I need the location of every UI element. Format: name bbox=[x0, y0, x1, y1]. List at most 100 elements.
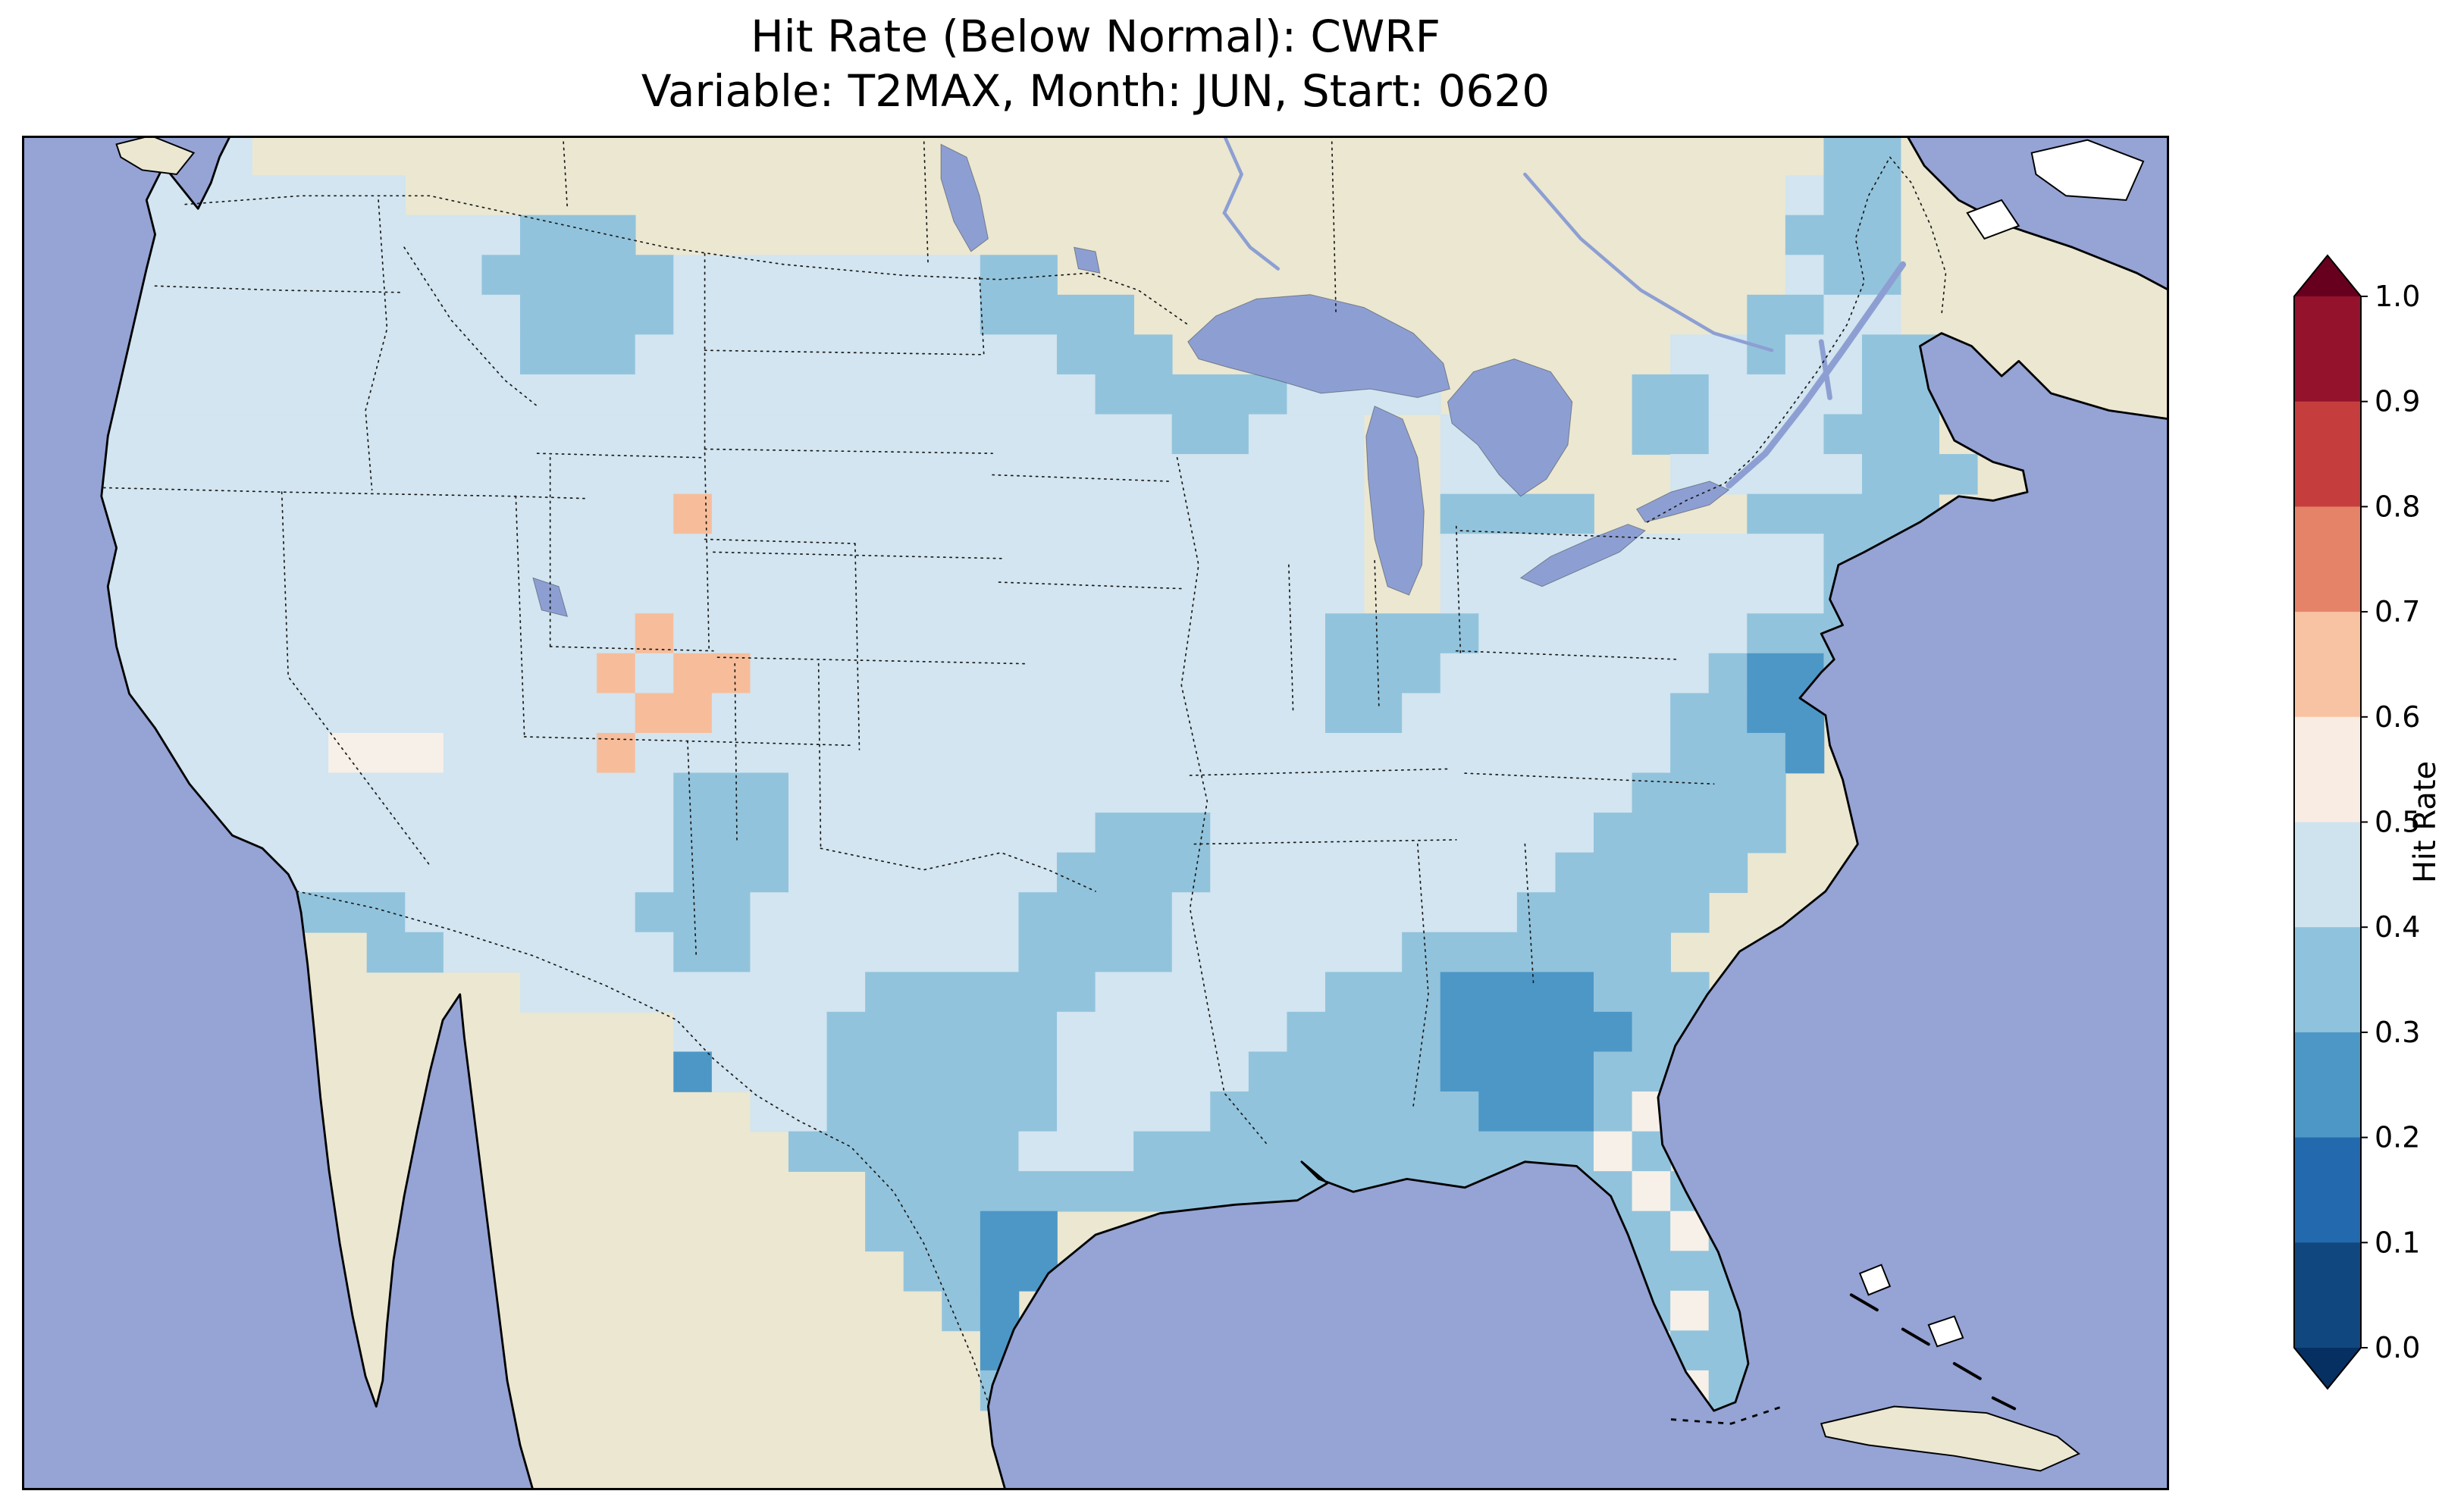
grid-cell bbox=[1823, 136, 1901, 176]
grid-cell bbox=[1670, 732, 1786, 774]
colorbar-label: Hit Rate bbox=[2408, 761, 2443, 883]
grid-cell bbox=[673, 852, 789, 894]
grid-cell bbox=[673, 613, 1326, 654]
grid-cell bbox=[1593, 1131, 1633, 1172]
grid-cell bbox=[1708, 653, 1748, 694]
grid-cell bbox=[101, 493, 675, 535]
grid-cell bbox=[443, 932, 675, 973]
colorbar-extend-under bbox=[2294, 1348, 2361, 1389]
grid-cell bbox=[366, 932, 444, 973]
grid-cell bbox=[519, 294, 675, 336]
grid-cell bbox=[1593, 1091, 1633, 1132]
grid-cell bbox=[788, 852, 1058, 894]
grid-cell bbox=[1670, 334, 1748, 375]
colorbar-band bbox=[2294, 506, 2361, 612]
grid-cell bbox=[673, 1051, 713, 1092]
figure-title: Hit Rate (Below Normal): CWRF Variable: … bbox=[22, 9, 2169, 118]
grid-cell bbox=[1095, 374, 1288, 415]
grid-cell bbox=[405, 892, 636, 933]
grid-cell bbox=[635, 892, 751, 933]
rivers bbox=[1222, 136, 1907, 489]
grid-cell bbox=[597, 653, 636, 694]
grid-cell bbox=[980, 1290, 1020, 1332]
grid-cell bbox=[101, 454, 1365, 495]
grid-cell bbox=[101, 255, 483, 296]
grid-cell bbox=[1056, 1011, 1288, 1053]
grid-cell bbox=[1593, 813, 1786, 853]
grid-cell bbox=[290, 892, 406, 933]
colorbar-tick-label: 0.8 bbox=[2375, 490, 2420, 523]
grid-cell bbox=[1747, 334, 1786, 375]
grid-cell bbox=[101, 294, 521, 336]
grid-cell bbox=[481, 255, 675, 296]
florida-keys bbox=[1670, 1405, 1783, 1425]
grid-cell bbox=[1440, 1051, 1594, 1092]
grid-cell bbox=[1823, 175, 1901, 216]
grid-cell bbox=[1632, 374, 1710, 415]
grid-cell bbox=[1018, 1131, 1135, 1172]
grid-cell bbox=[1785, 175, 1825, 216]
grid-cell bbox=[635, 334, 1058, 375]
grid-cell bbox=[1402, 932, 1672, 973]
colorbar-tick-label: 0.2 bbox=[2375, 1121, 2420, 1154]
hit-rate-grid bbox=[101, 136, 1978, 1411]
colorbar-panel: 1.0 0.9 0.8 0.7 0.6 0.5 0.4 0.3 0.2 0.1 0.0 Hit Rat… bbox=[2274, 243, 2460, 1440]
grid-cell bbox=[788, 1131, 1020, 1172]
colorbar-tick-label: 0.6 bbox=[2375, 700, 2420, 734]
grid-cell bbox=[865, 1211, 981, 1252]
grid-cell bbox=[980, 255, 1058, 296]
grid-cell bbox=[1823, 414, 1940, 455]
grid-cell bbox=[101, 613, 636, 654]
grid-cell bbox=[1324, 972, 1441, 1013]
grid-cell bbox=[1324, 653, 1441, 694]
grid-cell bbox=[750, 892, 1020, 933]
great-lakes bbox=[532, 143, 1730, 618]
grid-cell bbox=[711, 493, 1365, 535]
colorbar-svg: 1.0 0.9 0.8 0.7 0.6 0.5 0.4 0.3 0.2 0.1 0.0 Hit Rat… bbox=[2293, 254, 2443, 1390]
grid-cell bbox=[101, 573, 1365, 615]
grid-cell bbox=[750, 932, 1020, 973]
grid-cell bbox=[826, 1011, 1058, 1053]
grid-cell bbox=[101, 414, 1173, 455]
figure-title-line1: Hit Rate (Below Normal): CWRF bbox=[751, 11, 1440, 62]
grid-cell bbox=[443, 732, 598, 774]
colorbar-band bbox=[2294, 716, 2361, 823]
grid-cell bbox=[1018, 892, 1173, 933]
grid-cell bbox=[519, 215, 636, 256]
cuba-island bbox=[1820, 1405, 2080, 1472]
grid-cell bbox=[635, 732, 1671, 774]
grid-cell bbox=[1478, 1091, 1594, 1132]
grid-cell bbox=[519, 972, 866, 1013]
colorbar-band bbox=[2294, 927, 2361, 1033]
bahama-islets bbox=[1849, 1293, 2017, 1411]
grid-cell bbox=[1095, 813, 1212, 853]
grid-cell bbox=[635, 653, 675, 694]
grid-cell bbox=[1056, 334, 1173, 375]
grid-cell bbox=[673, 653, 751, 694]
grid-cell bbox=[903, 1251, 981, 1292]
grid-cell bbox=[865, 972, 1096, 1013]
grid-cell bbox=[1210, 1091, 1480, 1132]
grid-cell bbox=[101, 374, 1096, 415]
grid-cell bbox=[1018, 932, 1173, 973]
grid-cell bbox=[1056, 852, 1212, 894]
country-borders bbox=[184, 155, 1947, 1403]
grid-cell bbox=[1785, 732, 1825, 774]
grid-cell bbox=[750, 1091, 828, 1132]
grid-cell bbox=[673, 772, 789, 813]
grid-cell bbox=[673, 294, 981, 336]
grid-cell bbox=[826, 1091, 1058, 1132]
coastline bbox=[100, 136, 2169, 1490]
grid-cell bbox=[1516, 892, 1710, 933]
grid-cell bbox=[635, 613, 675, 654]
grid-cell bbox=[101, 215, 521, 256]
colorbar-band bbox=[2294, 1032, 2361, 1139]
grid-cell bbox=[1248, 414, 1365, 455]
grid-cell bbox=[750, 653, 1326, 694]
colorbar-band bbox=[2294, 296, 2361, 402]
grid-cell bbox=[1632, 1171, 1672, 1212]
grid-cell bbox=[1287, 1011, 1441, 1053]
grid-cell bbox=[1632, 772, 1786, 813]
grid-cell bbox=[1095, 972, 1326, 1013]
colorbar-band bbox=[2294, 612, 2361, 718]
